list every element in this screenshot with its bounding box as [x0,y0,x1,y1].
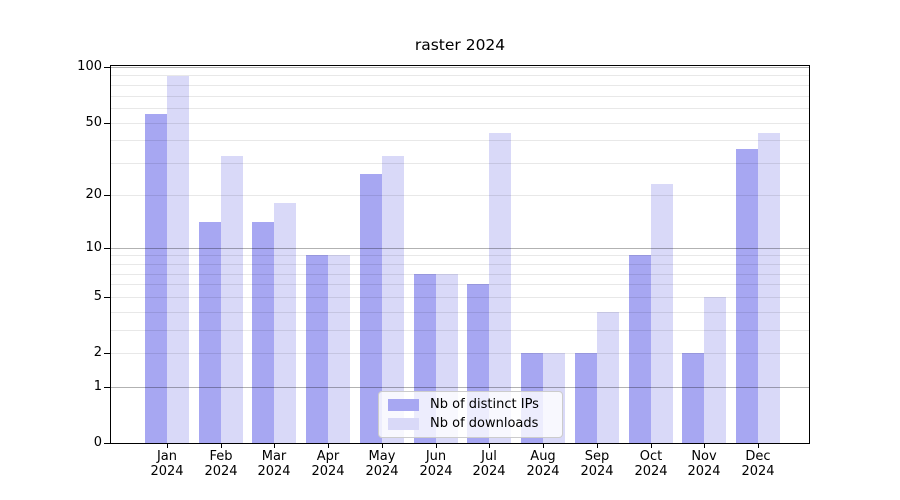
legend-swatch-downloads [388,418,419,430]
bars-layer [111,66,809,443]
x-axis-tick-label: Jan 2024 [150,449,184,479]
x-tick-mark [382,444,383,448]
x-tick-mark [489,444,490,448]
y-tick-mark [104,67,110,68]
x-tick-mark [221,444,222,448]
x-axis-tick-label: May 2024 [365,449,399,479]
y-tick-mark [104,195,110,196]
y-tick-mark [104,248,110,249]
x-axis-tick-label: Aug 2024 [526,449,560,479]
plot-area [110,65,810,444]
x-tick-mark [436,444,437,448]
bar-downloads-jul [489,133,511,443]
x-axis-tick-label: Mar 2024 [257,449,291,479]
x-axis-tick-label: Dec 2024 [741,449,775,479]
legend-label-distinct-ips: Nb of distinct IPs [430,397,539,412]
y-axis-tick-label: 2 [93,345,102,360]
bar-distinct-ips-jan [145,114,167,443]
legend-item-downloads: Nb of downloads [388,417,553,431]
bar-downloads-may [382,156,404,443]
x-tick-mark [543,444,544,448]
legend-label-downloads: Nb of downloads [430,416,539,431]
x-axis-tick-label: Nov 2024 [687,449,721,479]
y-tick-mark [104,297,110,298]
x-axis-tick-label: Sep 2024 [580,449,614,479]
y-tick-mark [104,443,110,444]
y-axis-tick-label: 50 [85,115,102,130]
y-axis-tick-label: 10 [85,240,102,255]
x-tick-mark [328,444,329,448]
bar-downloads-mar [274,203,296,443]
x-tick-mark [274,444,275,448]
x-axis-tick-label: Apr 2024 [311,449,345,479]
x-axis-tick-label: Oct 2024 [634,449,668,479]
x-tick-mark [597,444,598,448]
y-axis-tick-label: 100 [77,59,102,74]
x-tick-mark [758,444,759,448]
bar-downloads-nov [704,297,726,443]
y-axis-tick-label: 20 [85,187,102,202]
y-tick-mark [104,353,110,354]
y-axis-tick-label: 5 [93,289,102,304]
x-tick-mark [704,444,705,448]
bar-downloads-sep [597,312,619,443]
x-axis-tick-label: Jun 2024 [419,449,453,479]
bar-downloads-feb [221,156,243,443]
bar-distinct-ips-apr [306,255,328,443]
x-axis-tick-label: Jul 2024 [472,449,506,479]
bar-downloads-oct [651,184,673,443]
legend-swatch-distinct-ips [388,399,419,411]
y-axis-tick-label: 0 [93,435,102,450]
bar-distinct-ips-oct [629,255,651,443]
bar-distinct-ips-nov [682,353,704,443]
bar-distinct-ips-mar [252,222,274,443]
y-axis-tick-label: 1 [93,379,102,394]
x-tick-mark [167,444,168,448]
bar-distinct-ips-may [360,174,382,443]
bar-distinct-ips-feb [199,222,221,443]
bar-distinct-ips-sep [575,353,597,443]
x-axis-tick-label: Feb 2024 [204,449,238,479]
bar-distinct-ips-dec [736,149,758,443]
legend: Nb of distinct IPs Nb of downloads [378,391,563,438]
y-tick-mark [104,123,110,124]
y-tick-mark [104,387,110,388]
bar-downloads-apr [328,255,350,443]
bar-downloads-jan [167,76,189,443]
chart-title: raster 2024 [414,36,506,54]
bar-downloads-dec [758,133,780,443]
legend-item-distinct-ips: Nb of distinct IPs [388,398,553,412]
x-tick-mark [651,444,652,448]
